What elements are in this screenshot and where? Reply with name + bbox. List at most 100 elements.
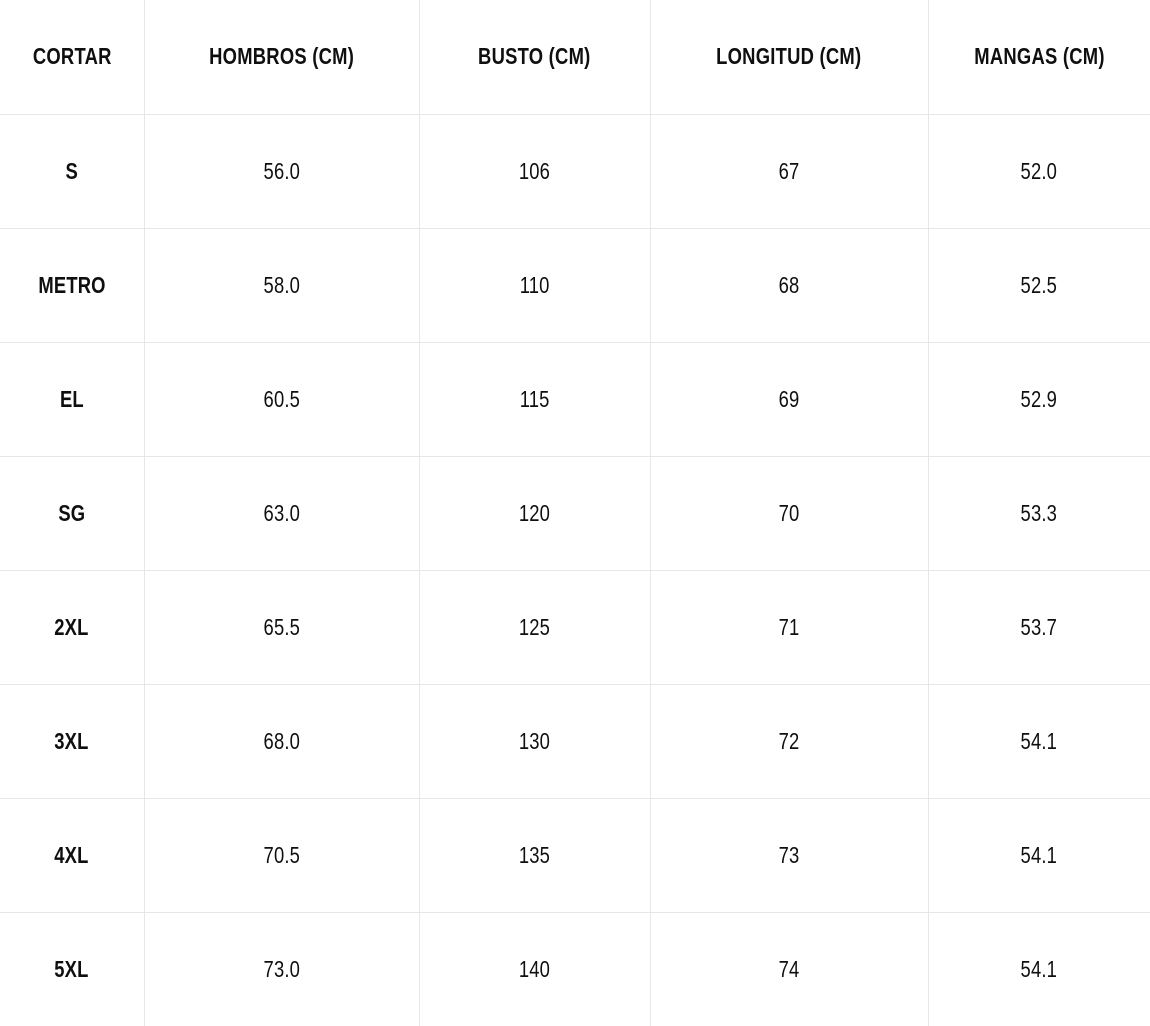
- measurement-cell-mangas-cm: 54.1: [927, 911, 1150, 1026]
- measurement-cell-hombros-cm: 56.0: [143, 113, 420, 229]
- measurement-cell-busto-cm: 120: [418, 455, 651, 571]
- measurement-cell-longitud-cm: 67: [649, 113, 929, 229]
- measurement-value: 56.0: [263, 157, 300, 184]
- measurement-cell-longitud-cm: 70: [649, 455, 929, 571]
- measurement-cell-mangas-cm: 52.0: [927, 113, 1150, 229]
- measurement-cell-mangas-cm: 52.9: [927, 341, 1150, 457]
- measurement-cell-busto-cm: 140: [418, 911, 651, 1026]
- size-label: 2XL: [54, 613, 89, 640]
- table-row-2xl: 2XL 65.5 125 71 53.7: [0, 569, 1150, 685]
- size-label: 4XL: [54, 841, 89, 868]
- measurement-value: 69: [778, 385, 800, 412]
- measurement-value: 54.1: [1021, 841, 1058, 868]
- header-label: HOMBROS (CM): [209, 43, 354, 70]
- measurement-value: 70.5: [263, 841, 300, 868]
- measurement-cell-busto-cm: 135: [418, 797, 651, 913]
- size-label-cell: 2XL: [0, 569, 145, 685]
- measurement-cell-longitud-cm: 72: [649, 683, 929, 799]
- measurement-value: 70: [778, 499, 800, 526]
- size-label: 3XL: [54, 727, 89, 754]
- size-label-cell: 4XL: [0, 797, 145, 913]
- header-cell-cortar: CORTAR: [0, 0, 145, 115]
- header-cell-busto-cm: BUSTO (CM): [418, 0, 651, 115]
- measurement-value: 130: [518, 727, 551, 754]
- measurement-value: 63.0: [263, 499, 300, 526]
- measurement-value: 74: [778, 955, 800, 982]
- size-label-cell: 3XL: [0, 683, 145, 799]
- measurement-cell-hombros-cm: 68.0: [143, 683, 420, 799]
- measurement-value: 120: [518, 499, 551, 526]
- measurement-cell-mangas-cm: 52.5: [927, 227, 1150, 343]
- measurement-value: 60.5: [263, 385, 300, 412]
- measurement-value: 106: [518, 157, 551, 184]
- measurement-cell-mangas-cm: 54.1: [927, 797, 1150, 913]
- measurement-value: 135: [518, 841, 551, 868]
- size-label-cell: SG: [0, 455, 145, 571]
- header-cell-hombros-cm: HOMBROS (CM): [143, 0, 420, 115]
- measurement-cell-busto-cm: 106: [418, 113, 651, 229]
- measurement-value: 73: [778, 841, 800, 868]
- size-label: S: [65, 157, 78, 184]
- measurement-value: 52.9: [1021, 385, 1058, 412]
- measurement-value: 52.0: [1021, 157, 1058, 184]
- table-row-3xl: 3XL 68.0 130 72 54.1: [0, 683, 1150, 799]
- size-label-cell: EL: [0, 341, 145, 457]
- measurement-value: 58.0: [263, 271, 300, 298]
- table-row-el: EL 60.5 115 69 52.9: [0, 341, 1150, 457]
- measurement-value: 67: [778, 157, 800, 184]
- header-cell-mangas-cm: MANGAS (CM): [927, 0, 1150, 115]
- measurement-cell-mangas-cm: 54.1: [927, 683, 1150, 799]
- measurement-value: 68: [778, 271, 800, 298]
- measurement-value: 72: [778, 727, 800, 754]
- measurement-value: 53.7: [1021, 613, 1058, 640]
- size-label-cell: 5XL: [0, 911, 145, 1026]
- measurement-value: 71: [778, 613, 800, 640]
- measurement-value: 68.0: [263, 727, 300, 754]
- size-chart-header: CORTAR HOMBROS (CM) BUSTO (CM) LONGITUD (CM…: [0, 0, 1150, 115]
- header-label: LONGITUD (CM): [716, 43, 862, 70]
- table-row-s: S 56.0 106 67 52.0: [0, 113, 1150, 229]
- measurement-value: 73.0: [263, 955, 300, 982]
- header-cell-longitud-cm: LONGITUD (CM): [649, 0, 929, 115]
- size-chart-body: S 56.0 106 67 52.0 METRO 58.0 110 68 52.5 EL 60.5 11…: [0, 113, 1150, 1026]
- measurement-cell-hombros-cm: 60.5: [143, 341, 420, 457]
- measurement-cell-longitud-cm: 69: [649, 341, 929, 457]
- measurement-value: 52.5: [1021, 271, 1058, 298]
- measurement-cell-longitud-cm: 68: [649, 227, 929, 343]
- measurement-cell-busto-cm: 115: [418, 341, 651, 457]
- measurement-cell-longitud-cm: 73: [649, 797, 929, 913]
- measurement-value: 140: [518, 955, 551, 982]
- measurement-cell-hombros-cm: 73.0: [143, 911, 420, 1026]
- size-label-cell: S: [0, 113, 145, 229]
- measurement-cell-hombros-cm: 70.5: [143, 797, 420, 913]
- size-label: EL: [59, 385, 84, 412]
- measurement-cell-hombros-cm: 65.5: [143, 569, 420, 685]
- measurement-value: 54.1: [1021, 955, 1058, 982]
- measurement-cell-busto-cm: 125: [418, 569, 651, 685]
- measurement-value: 53.3: [1021, 499, 1058, 526]
- table-row-5xl: 5XL 73.0 140 74 54.1: [0, 911, 1150, 1026]
- size-label-cell: METRO: [0, 227, 145, 343]
- measurement-cell-hombros-cm: 63.0: [143, 455, 420, 571]
- measurement-cell-busto-cm: 130: [418, 683, 651, 799]
- measurement-value: 125: [518, 613, 551, 640]
- measurement-cell-mangas-cm: 53.7: [927, 569, 1150, 685]
- measurement-cell-hombros-cm: 58.0: [143, 227, 420, 343]
- header-label: BUSTO (CM): [478, 43, 591, 70]
- measurement-cell-longitud-cm: 74: [649, 911, 929, 1026]
- measurement-cell-mangas-cm: 53.3: [927, 455, 1150, 571]
- measurement-value: 110: [519, 271, 550, 298]
- measurement-cell-busto-cm: 110: [418, 227, 651, 343]
- header-label: MANGAS (CM): [974, 43, 1105, 70]
- table-row-metro: METRO 58.0 110 68 52.5: [0, 227, 1150, 343]
- header-label: CORTAR: [32, 43, 112, 70]
- measurement-cell-longitud-cm: 71: [649, 569, 929, 685]
- size-label: METRO: [38, 271, 106, 298]
- size-label: SG: [58, 499, 86, 526]
- table-row-4xl: 4XL 70.5 135 73 54.1: [0, 797, 1150, 913]
- measurement-value: 54.1: [1021, 727, 1058, 754]
- measurement-value: 65.5: [263, 613, 300, 640]
- table-row-sg: SG 63.0 120 70 53.3: [0, 455, 1150, 571]
- size-label: 5XL: [54, 955, 89, 982]
